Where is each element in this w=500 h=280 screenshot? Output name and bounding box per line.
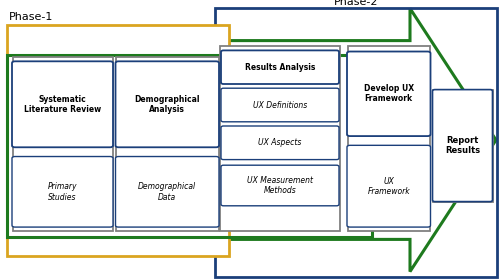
FancyBboxPatch shape <box>221 50 339 84</box>
Text: Systematic
Literature Review: Systematic Literature Review <box>24 95 101 114</box>
Polygon shape <box>220 8 496 272</box>
FancyBboxPatch shape <box>347 145 430 227</box>
Text: Report
Results: Report Results <box>445 136 480 155</box>
FancyBboxPatch shape <box>221 126 339 160</box>
FancyBboxPatch shape <box>347 52 430 136</box>
FancyBboxPatch shape <box>12 61 113 147</box>
Text: Primary
Studies: Primary Studies <box>48 182 77 202</box>
Text: UX Aspects: UX Aspects <box>258 138 302 147</box>
FancyBboxPatch shape <box>221 88 339 122</box>
FancyBboxPatch shape <box>116 57 218 231</box>
Text: Phase-2: Phase-2 <box>334 0 378 7</box>
Text: UX Measurement
Methods: UX Measurement Methods <box>247 176 313 195</box>
FancyBboxPatch shape <box>116 61 219 147</box>
Text: Results Analysis: Results Analysis <box>245 63 315 72</box>
FancyBboxPatch shape <box>12 157 113 227</box>
Text: Develop UX
Framework: Develop UX Framework <box>364 84 414 104</box>
FancyBboxPatch shape <box>116 157 219 227</box>
Text: Demographical
Data: Demographical Data <box>138 182 196 202</box>
Text: Demographical
Analysis: Demographical Analysis <box>134 95 200 114</box>
FancyBboxPatch shape <box>12 57 112 231</box>
Text: UX
Framework: UX Framework <box>368 176 410 196</box>
FancyBboxPatch shape <box>220 46 340 231</box>
Text: UX Definitions: UX Definitions <box>253 101 307 109</box>
FancyBboxPatch shape <box>6 25 229 256</box>
Text: Phase-1: Phase-1 <box>9 12 54 22</box>
FancyBboxPatch shape <box>432 90 492 202</box>
FancyBboxPatch shape <box>348 46 430 231</box>
FancyBboxPatch shape <box>432 90 492 202</box>
FancyBboxPatch shape <box>221 165 339 206</box>
